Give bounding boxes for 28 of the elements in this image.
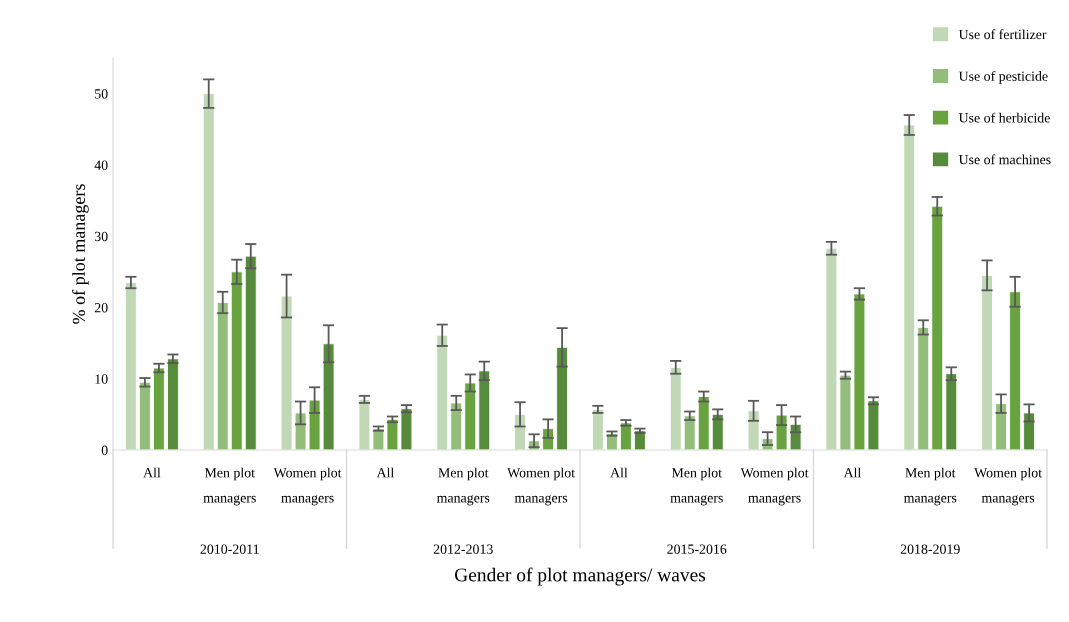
x-tick-label: All (843, 467, 862, 478)
y-axis-title: % of plot managers (72, 184, 89, 324)
y-tick-label: 50 (95, 89, 108, 99)
text: 2012-2013 (433, 544, 493, 554)
y-tick-label: 30 (94, 231, 108, 242)
legend-label: Use of fertilizer (958, 29, 1047, 40)
text: 2010-2011 (200, 544, 259, 554)
legend-label: Use of machines (958, 154, 1051, 165)
x-tick-label: Men plot managers (203, 467, 256, 506)
x-tick-label: Men plot managers (436, 467, 490, 506)
x-tick-label: Women plot managers (740, 467, 809, 506)
x-tick-label: All (143, 467, 161, 478)
y-tick-label: 40 (94, 160, 108, 170)
x-axis-title: Gender of plot managers/ waves (454, 567, 706, 586)
x-tick-label: Men plot managers (670, 467, 723, 506)
x-tick-label: Women plot managers (974, 467, 1042, 506)
y-tick-label: 20 (94, 303, 108, 313)
x-tick-label: All (610, 467, 628, 478)
legend-label: Use of herbicide (958, 112, 1050, 123)
x-tick-label: Women plot managers (273, 467, 342, 506)
text: 2018-2019 (900, 544, 960, 554)
y-tick-label: 0 (101, 445, 108, 455)
x-tick-label: Women plot managers (507, 467, 575, 506)
y-tick-label: 10 (95, 374, 108, 384)
legend-label: Use of pesticide (958, 70, 1048, 84)
text: 2015-2016 (667, 544, 727, 554)
x-tick-label: Men plot managers (903, 467, 957, 506)
x-tick-label: All (376, 467, 395, 478)
